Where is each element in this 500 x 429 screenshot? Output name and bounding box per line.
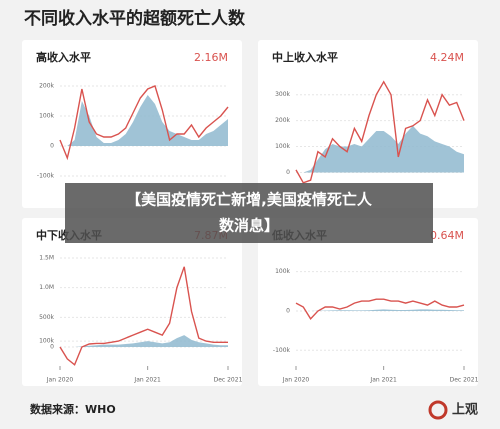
x-tick-label: Jan 2021 [369,377,397,384]
y-tick-label: 100k [275,268,290,275]
panel [258,40,478,208]
area [60,95,228,146]
x-tick-label: Jan 2020 [282,377,310,384]
x-tick-label: Jan 2020 [46,377,74,384]
panel [22,218,242,386]
line [295,298,465,320]
y-tick-label: 200k [39,83,54,90]
logo: 上观 [452,403,478,418]
y-tick-label: 0 [286,169,290,176]
banner-line: 数消息】 [219,217,279,235]
source: 数据来源：WHO [30,402,116,416]
panel-title: 高收入水平 [36,50,91,64]
banner [65,183,433,243]
panel [258,218,478,386]
line [59,85,229,161]
area [60,335,228,347]
y-tick-label: 0 [50,344,54,351]
line [295,80,465,184]
y-tick-label: 100k [39,338,54,345]
y-tick-label: 100k [39,113,54,120]
y-tick-label: -100k [273,347,291,354]
area [296,125,464,173]
logo-icon [428,400,448,420]
panel-total: 0.64M [430,229,464,242]
page-title: 不同收入水平的超额死亡人数 [24,8,246,29]
area [296,309,464,311]
banner-line: 【美国疫情死亡新增,美国疫情死亡人 [126,191,373,209]
panel-title: 中上收入水平 [272,50,338,64]
panel-total: 4.24M [430,51,464,64]
y-tick-label: -100k [37,173,55,180]
y-tick-label: 0 [286,307,290,314]
panel-total: 2.16M [194,51,228,64]
y-tick-label: 500k [39,314,54,321]
y-tick-label: 1.0M [39,284,54,291]
y-tick-label: 0 [50,143,54,150]
y-tick-label: 300k [275,91,290,98]
x-tick-label: Jan 2021 [133,377,161,384]
x-tick-label: Dec 2021 [214,377,243,384]
y-tick-label: 100k [275,143,290,150]
x-tick-label: Dec 2021 [450,377,479,384]
y-tick-label: 1.5M [39,254,54,261]
line [59,266,228,366]
y-tick-label: 200k [275,117,290,124]
